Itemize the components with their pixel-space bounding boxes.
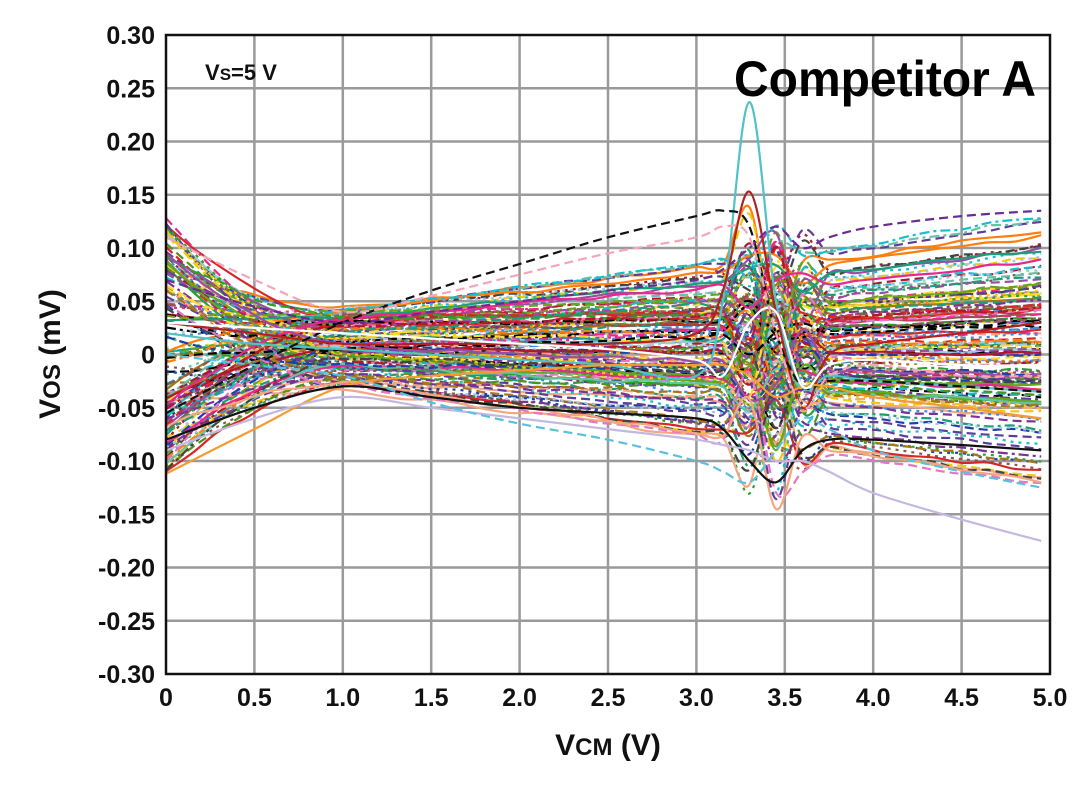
ensemble-curve: [166, 375, 1042, 426]
x-axis-title-rest: (V): [613, 729, 661, 762]
ensemble-curve: [166, 247, 1042, 390]
series-curve-lower-orange: [166, 363, 1042, 475]
ensemble-curve: [166, 379, 1042, 420]
y-tick-label: 0.15: [106, 182, 155, 210]
ensemble-curve: [166, 217, 1042, 416]
ensemble-curve: [166, 255, 1042, 379]
y-tick-label: 0.20: [106, 129, 155, 157]
x-tick-label: 4.0: [856, 684, 891, 712]
y-tick-label: -0.15: [98, 501, 155, 529]
ensemble-curve: [166, 381, 1042, 473]
ensemble-curve: [166, 380, 1042, 511]
ensemble-curve: [166, 217, 1042, 368]
y-tick-label: 0: [141, 342, 155, 370]
ensemble-curve: [166, 373, 1042, 501]
ensemble-curve: [166, 300, 1042, 499]
ensemble-curve: [166, 271, 1042, 393]
ensemble-curves: [166, 204, 1042, 511]
series-curve-upper-black-dashed: [166, 209, 1042, 415]
ensemble-curve: [166, 376, 1042, 471]
ensemble-curve: [166, 251, 1042, 337]
ensemble-curve: [166, 289, 1042, 376]
x-tick-label: 2.0: [502, 684, 537, 712]
supply-annotation: VS=5 V: [205, 60, 277, 85]
ensemble-curve: [166, 258, 1042, 406]
plot-frame: [164, 33, 1052, 676]
x-tick-label: 0: [159, 684, 173, 712]
x-axis-title-sub: CM: [575, 734, 612, 761]
x-tick-label: 5.0: [1033, 684, 1068, 712]
y-tick-label: -0.20: [98, 555, 155, 583]
ensemble-curve: [166, 322, 1042, 360]
ensemble-curve: [166, 220, 1042, 313]
ensemble-curve: [166, 248, 1042, 436]
ensemble-curve: [166, 229, 1042, 463]
x-tick-label: 2.5: [591, 684, 626, 712]
ensemble-curve: [166, 280, 1042, 357]
x-tick-label: 3.0: [679, 684, 714, 712]
y-tick-label: 0.30: [106, 22, 155, 50]
x-tick-label: 4.5: [944, 684, 979, 712]
x-tick-label: 1.5: [414, 684, 449, 712]
ensemble-curve: [166, 289, 1042, 438]
competitor-label: Competitor A: [734, 51, 1036, 107]
y-axis-title-sub: OS: [39, 364, 66, 399]
supply-annotation-sub: S: [220, 65, 231, 84]
series-curve-lower-black: [166, 385, 1042, 484]
ensemble-curve: [166, 260, 1042, 354]
ensemble-curve: [166, 234, 1042, 353]
ensemble-curve: [166, 245, 1042, 411]
ensemble-curve: [166, 335, 1042, 402]
x-tick-labels: 0 0.5 1.0 1.5 2.0 2.5 3.0 3.5 4.0 4.5 5.0: [159, 684, 1067, 712]
series-curve-teal-low-dashed: [166, 353, 1042, 489]
ensemble-curve: [166, 332, 1042, 399]
y-tick-label: -0.30: [98, 661, 155, 689]
y-tick-labels: 0.30 0.25 0.20 0.15 0.10 0.05 0 -0.05 -0.10 -0.15…: [98, 22, 155, 689]
series-curve-spike-red: [166, 190, 1042, 410]
x-axis-title: VCM (V): [555, 729, 661, 762]
x-tick-label: 0.5: [237, 684, 272, 712]
y-tick-label: 0.05: [106, 288, 155, 316]
ensemble-curve: [166, 357, 1042, 471]
ensemble-curve: [166, 284, 1042, 465]
ensemble-curve: [166, 235, 1042, 343]
x-tick-label: 3.5: [767, 684, 802, 712]
series-curve-lavender-tail: [166, 395, 1042, 542]
x-axis-title-main: V: [555, 729, 575, 762]
series-curve-pink-dashed: [166, 224, 1042, 410]
y-tick-label: 0.25: [106, 75, 155, 103]
series-curve-white-wave: [166, 306, 1042, 390]
y-tick-label: -0.05: [98, 395, 155, 423]
ensemble-curve: [166, 295, 1042, 446]
y-axis-title-rest: (mV): [34, 289, 67, 364]
ensemble-curve: [166, 292, 1042, 420]
ensemble-curve: [166, 287, 1042, 413]
y-axis-title-main: V: [34, 399, 67, 419]
ensemble-curve: [166, 245, 1042, 345]
ensemble-curve: [166, 362, 1042, 465]
x-tick-label: 1.0: [325, 684, 360, 712]
y-axis-title: VOS (mV): [34, 289, 67, 419]
supply-annotation-rest: =5 V: [231, 60, 277, 85]
y-tick-label: -0.10: [98, 448, 155, 476]
series-curve-top-purple: [166, 209, 1042, 324]
supply-annotation-main: V: [205, 60, 220, 85]
y-tick-label: 0.10: [106, 235, 155, 263]
y-tick-label: -0.25: [98, 608, 155, 636]
ensemble-curve: [166, 293, 1042, 352]
ensemble-curve: [166, 343, 1042, 472]
highlighted-curves: [166, 101, 1042, 542]
